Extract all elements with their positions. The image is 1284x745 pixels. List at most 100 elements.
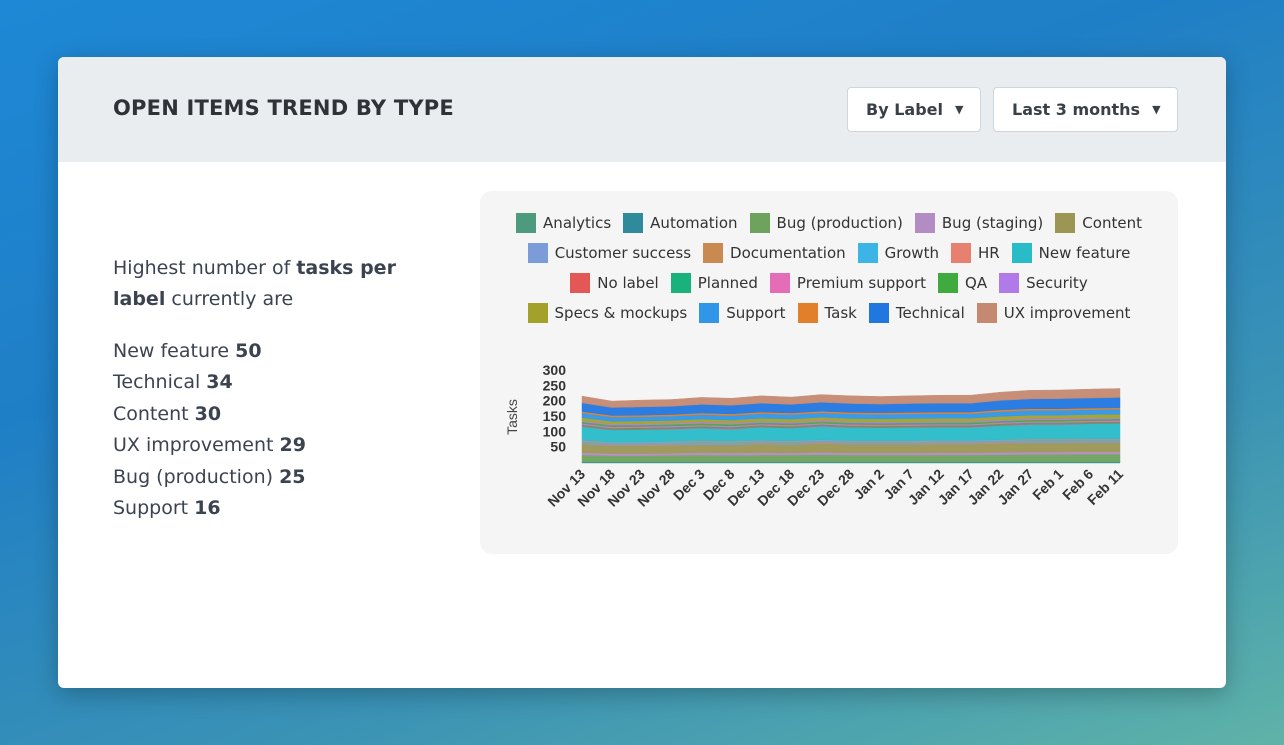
intro-rest: currently are — [171, 288, 294, 310]
legend-item-hr[interactable]: HR — [950, 243, 1000, 263]
y-tick-label: 150 — [543, 408, 567, 424]
legend-item-bug-production[interactable]: Bug (production) — [749, 213, 903, 233]
legend-label: UX improvement — [1003, 304, 1131, 322]
caret-down-icon: ▼ — [954, 103, 964, 116]
area-series-ux-improvement — [581, 388, 1121, 408]
legend-swatch — [699, 303, 720, 323]
x-tick-label: Dec 3 — [670, 466, 708, 504]
x-tick-label: Jan 2 — [850, 466, 887, 503]
legend-label: Bug (production) — [776, 214, 903, 232]
legend-swatch — [670, 273, 691, 293]
legend-label: Analytics — [543, 214, 612, 232]
legend-item-technical[interactable]: Technical — [868, 303, 965, 323]
y-axis-title: Tasks — [504, 399, 520, 435]
legend-item-growth[interactable]: Growth — [857, 243, 939, 263]
period-value: Last 3 months — [1012, 100, 1141, 119]
intro-bold: tasks per label — [113, 257, 396, 310]
list-item: Technical 34 — [113, 367, 443, 398]
legend-item-premium-support[interactable]: Premium support — [769, 273, 927, 293]
list-item: Bug (production) 25 — [113, 462, 443, 493]
legend-swatch — [857, 243, 878, 263]
period-dropdown[interactable]: Last 3 months ▼ — [993, 87, 1178, 132]
legend-label: Content — [1082, 214, 1142, 232]
x-tick-label: Feb 1 — [1029, 466, 1066, 503]
label-name: New feature — [113, 340, 230, 362]
chart-legend: Analytics Automation Bug (production) Bug (… — [500, 213, 1158, 323]
legend-label: No label — [597, 274, 659, 292]
legend-label: Bug (staging) — [941, 214, 1044, 232]
label-name: Technical — [113, 371, 201, 394]
legend-swatch — [950, 243, 971, 263]
legend-label: Specs & mockups — [554, 304, 688, 322]
label-name: Bug (production) — [113, 465, 274, 488]
legend-swatch — [527, 243, 548, 263]
legend-swatch — [868, 303, 889, 323]
legend-item-ux-improvement[interactable]: UX improvement — [976, 303, 1131, 323]
legend-label: Planned — [697, 274, 758, 292]
intro-text: Highest number of — [113, 257, 291, 279]
label-count: 29 — [279, 434, 306, 457]
legend-label: Technical — [895, 304, 965, 322]
legend-swatch — [938, 273, 959, 293]
summary-panel: Highest number of tasks per label curren… — [113, 253, 443, 524]
legend-swatch — [999, 273, 1020, 293]
trend-card: OPEN ITEMS TREND BY TYPE By Label ▼ Last… — [58, 57, 1226, 688]
legend-item-content[interactable]: Content — [1055, 213, 1142, 233]
legend-label: Growth — [884, 244, 939, 262]
legend-label: Premium support — [796, 274, 927, 292]
legend-swatch — [1011, 243, 1032, 263]
legend-label: New feature — [1038, 244, 1131, 262]
label-name: UX improvement — [113, 434, 274, 457]
label-count: 30 — [194, 402, 222, 425]
y-tick-label: 250 — [543, 377, 567, 393]
card-title: OPEN ITEMS TREND BY TYPE — [113, 96, 454, 120]
legend-item-customer-success[interactable]: Customer success — [527, 243, 692, 263]
legend-item-specs-mockups[interactable]: Specs & mockups — [527, 303, 688, 323]
list-item: Content 30 — [113, 399, 443, 430]
legend-swatch — [976, 303, 997, 323]
label-name: Support — [113, 497, 189, 520]
legend-item-analytics[interactable]: Analytics — [516, 213, 611, 233]
legend-item-bug-staging[interactable]: Bug (staging) — [914, 213, 1044, 233]
list-item: Support 16 — [113, 493, 443, 524]
legend-item-automation[interactable]: Automation — [623, 213, 738, 233]
legend-swatch — [769, 273, 790, 293]
legend-label: QA — [965, 274, 988, 292]
legend-item-support[interactable]: Support — [699, 303, 786, 323]
y-tick-label: 100 — [543, 423, 567, 439]
legend-swatch — [570, 273, 591, 293]
caret-down-icon: ▼ — [1152, 103, 1161, 116]
legend-item-qa[interactable]: QA — [938, 273, 987, 293]
legend-swatch — [797, 303, 818, 323]
legend-label: Security — [1026, 274, 1088, 292]
legend-label: Automation — [650, 214, 738, 232]
label-count: 34 — [206, 371, 233, 394]
legend-item-planned[interactable]: Planned — [670, 273, 758, 293]
group-by-value: By Label — [866, 100, 943, 119]
legend-item-security[interactable]: Security — [999, 273, 1088, 293]
summary-intro: Highest number of tasks per label curren… — [113, 253, 443, 315]
legend-label: Task — [824, 304, 857, 322]
label-count: 25 — [279, 465, 306, 488]
y-tick-label: 50 — [550, 439, 566, 455]
legend-swatch — [914, 213, 935, 233]
legend-item-no-label[interactable]: No label — [570, 273, 659, 293]
legend-item-documentation[interactable]: Documentation — [703, 243, 846, 263]
legend-swatch — [749, 213, 770, 233]
y-tick-label: 200 — [543, 393, 567, 409]
top-labels-list: New feature 50 Technical 34 Content 30 U… — [113, 336, 443, 524]
group-by-dropdown[interactable]: By Label ▼ — [847, 87, 981, 132]
legend-label: HR — [977, 244, 1000, 262]
list-item: UX improvement 29 — [113, 430, 443, 461]
y-tick-label: 300 — [543, 362, 567, 378]
legend-item-new-feature[interactable]: New feature — [1011, 243, 1131, 263]
label-count: 50 — [235, 340, 262, 362]
legend-swatch — [1055, 213, 1076, 233]
legend-label: Documentation — [730, 244, 846, 262]
legend-item-task[interactable]: Task — [797, 303, 857, 323]
label-count: 16 — [194, 497, 221, 520]
label-name: Content — [113, 402, 189, 425]
card-header: OPEN ITEMS TREND BY TYPE By Label ▼ Last… — [58, 57, 1226, 162]
legend-label: Customer success — [554, 244, 692, 262]
list-item: New feature 50 — [113, 336, 443, 367]
